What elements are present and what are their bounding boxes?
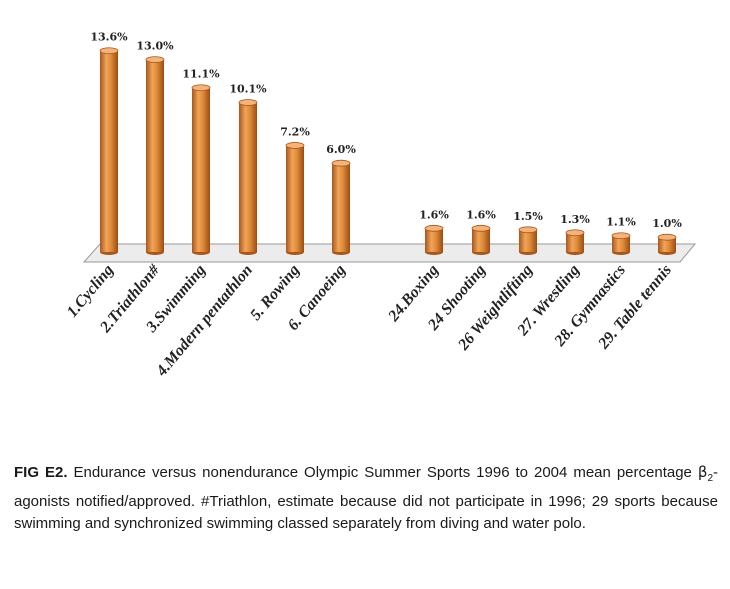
caption-text-before: Endurance versus nonendurance Olympic Su… xyxy=(67,464,698,481)
bar-chart: 13.6%1.Cycling13.0%2.Triathlon#11.1%3.Sw… xyxy=(64,31,697,380)
value-label: 6.0% xyxy=(326,143,356,156)
bar xyxy=(145,56,165,255)
bar xyxy=(191,84,211,255)
figure-id: FIG E2. xyxy=(14,464,68,481)
bar xyxy=(471,224,491,255)
value-label: 1.6% xyxy=(466,208,496,221)
figure-caption: FIG E2. Endurance versus nonendurance Ol… xyxy=(14,461,718,536)
value-label: 1.6% xyxy=(419,208,449,221)
value-label: 11.1% xyxy=(182,68,220,81)
bar xyxy=(285,142,305,255)
value-label: 1.3% xyxy=(560,213,590,226)
bar xyxy=(99,47,119,255)
beta-subscript: 2 xyxy=(707,473,714,484)
chart-floor xyxy=(82,243,697,263)
bar xyxy=(424,224,444,255)
value-label: 7.2% xyxy=(280,125,310,138)
beta-symbol: β xyxy=(697,463,708,481)
bar xyxy=(238,99,258,255)
caption-text-after: -agonists notified/approved. #Triathlon,… xyxy=(14,464,719,532)
value-label: 13.0% xyxy=(136,40,174,53)
value-label: 10.1% xyxy=(229,83,267,96)
bar xyxy=(565,229,585,255)
bar xyxy=(331,159,351,255)
value-label: 1.0% xyxy=(652,217,682,230)
bar xyxy=(611,232,631,255)
bars-layer xyxy=(99,47,677,255)
bar xyxy=(657,233,677,255)
value-label: 13.6% xyxy=(90,31,128,44)
value-label: 1.1% xyxy=(606,216,636,229)
bar xyxy=(518,226,538,255)
value-label: 1.5% xyxy=(513,210,543,223)
